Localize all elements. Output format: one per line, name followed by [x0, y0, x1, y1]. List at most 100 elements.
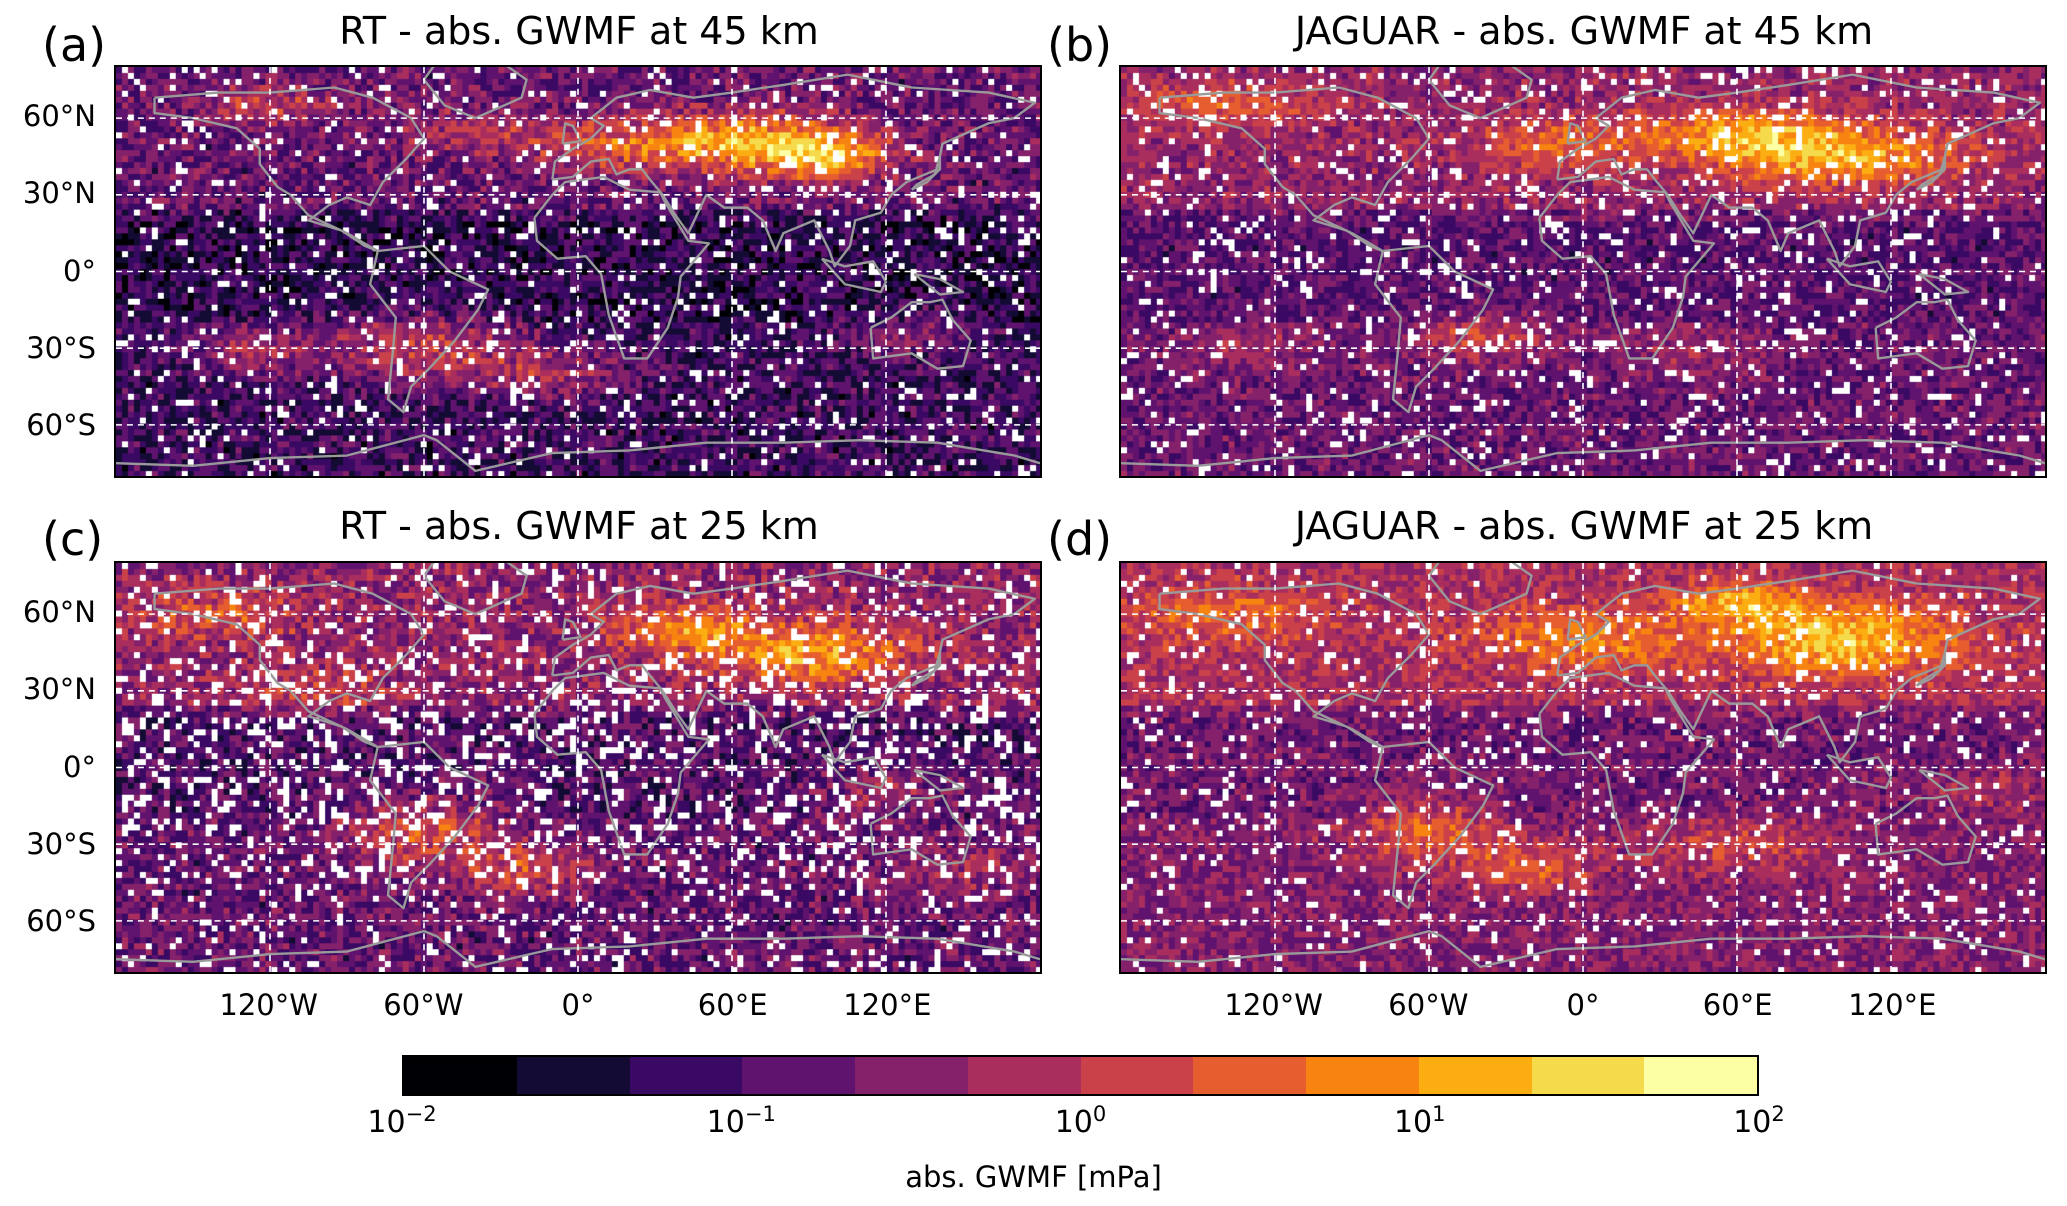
panel-d-letter: (d): [1047, 512, 1113, 566]
map-overlay: [116, 67, 1040, 476]
coastline-7: [1918, 272, 1970, 296]
y-tick-label: 60°S: [26, 408, 96, 443]
panel-d-map: [1119, 561, 2047, 974]
x-tick-label: 120°W: [219, 988, 318, 1022]
x-tick-label: 0°: [1566, 988, 1600, 1022]
panel-d-title: JAGUAR - abs. GWMF at 25 km: [1294, 504, 1874, 548]
coastline-3: [1556, 569, 2042, 764]
coastline-1: [422, 563, 528, 616]
colorbar-label: abs. GWMF [mPa]: [905, 1160, 1162, 1194]
coastline-5: [1874, 794, 1977, 866]
colorbar-tick-label: 100: [1054, 1102, 1107, 1140]
colorbar-cell-2: [629, 1057, 743, 1094]
coastline-2: [368, 740, 490, 910]
coastline-6: [1825, 753, 1893, 790]
y-tick-label: 30°N: [22, 672, 96, 707]
x-tick-label: 120°W: [1224, 988, 1323, 1022]
coastline-3: [1556, 73, 2042, 268]
coastline-1: [1427, 67, 1533, 120]
coastline-8: [1915, 651, 1947, 687]
coastline-0: [153, 582, 426, 749]
coastline-7: [913, 272, 965, 296]
y-tick-label: 30°N: [22, 176, 96, 211]
coastline-8: [910, 155, 942, 191]
coastline-2: [1373, 244, 1495, 414]
colorbar-cell-1: [516, 1057, 630, 1094]
colorbar-cell-5: [967, 1057, 1081, 1094]
map-overlay: [1121, 563, 2045, 972]
colorbar-tick-label: 101: [1393, 1102, 1446, 1140]
colorbar-cell-9: [1418, 1057, 1532, 1094]
coastline-8: [1915, 155, 1947, 191]
coastline-3: [551, 569, 1037, 764]
coastline-8: [910, 651, 942, 687]
panel-b-map: [1119, 65, 2047, 478]
coastline-4: [533, 671, 711, 856]
panel-a-letter: (a): [42, 18, 107, 72]
coastline-9: [1121, 929, 2045, 969]
coastline-5: [1874, 298, 1977, 370]
coastline-5: [869, 794, 972, 866]
colorbar-cell-4: [855, 1057, 968, 1094]
x-tick-label: 60°W: [383, 988, 464, 1022]
y-tick-label: 30°S: [26, 826, 96, 861]
colorbar-tick-label: 10−1: [706, 1102, 776, 1140]
coastline-9: [116, 433, 1040, 473]
y-tick-label: 0°: [63, 253, 96, 288]
x-tick-label: 120°E: [843, 988, 932, 1022]
x-tick-label: 60°E: [697, 988, 768, 1022]
y-tick-label: 0°: [63, 749, 96, 784]
colorbar-cell-0: [404, 1057, 517, 1094]
y-tick-label: 60°S: [26, 904, 96, 939]
coastline-5: [869, 298, 972, 370]
x-tick-label: 60°E: [1702, 988, 1773, 1022]
coastline-6: [820, 257, 888, 294]
coastline-7: [1918, 768, 1970, 792]
colorbar-tick-label: 102: [1733, 1102, 1785, 1140]
colorbar-tick-label: 10−2: [367, 1102, 437, 1140]
coastline-0: [1158, 86, 1431, 253]
panel-b-title: JAGUAR - abs. GWMF at 45 km: [1294, 9, 1874, 53]
coastline-6: [820, 753, 888, 790]
coastline-2: [1373, 740, 1495, 910]
coastline-10: [561, 122, 582, 145]
coastline-10: [1566, 618, 1587, 641]
panel-b-letter: (b): [1047, 18, 1113, 72]
colorbar-cell-6: [1080, 1057, 1194, 1094]
map-overlay: [116, 563, 1040, 972]
x-tick-label: 60°W: [1388, 988, 1469, 1022]
colorbar-cell-11: [1644, 1057, 1757, 1094]
x-tick-label: 0°: [561, 988, 595, 1022]
panel-c-letter: (c): [42, 512, 104, 566]
map-overlay: [1121, 67, 2045, 476]
coastline-1: [1427, 563, 1533, 616]
y-tick-label: 60°N: [22, 594, 96, 629]
coastline-10: [561, 618, 582, 641]
coastline-2: [368, 244, 490, 414]
coastline-9: [1121, 433, 2045, 473]
y-tick-label: 30°S: [26, 330, 96, 365]
colorbar: [402, 1055, 1759, 1096]
coastline-1: [422, 67, 528, 120]
coastline-6: [1825, 257, 1893, 294]
panel-c-map: [114, 561, 1042, 974]
coastline-4: [1538, 175, 1716, 360]
coastline-0: [153, 86, 426, 253]
panel-c-title: RT - abs. GWMF at 25 km: [339, 504, 819, 548]
panel-a-map: [114, 65, 1042, 478]
coastline-0: [1158, 582, 1431, 749]
colorbar-cell-7: [1193, 1057, 1306, 1094]
colorbar-cell-3: [742, 1057, 855, 1094]
coastline-9: [116, 929, 1040, 969]
y-tick-label: 60°N: [22, 98, 96, 133]
x-tick-label: 120°E: [1848, 988, 1937, 1022]
panel-a-title: RT - abs. GWMF at 45 km: [339, 9, 819, 53]
coastline-7: [913, 768, 965, 792]
coastline-4: [533, 175, 711, 360]
coastline-4: [1538, 671, 1716, 856]
colorbar-cell-10: [1531, 1057, 1645, 1094]
coastline-3: [551, 73, 1037, 268]
colorbar-cell-8: [1306, 1057, 1419, 1094]
coastline-10: [1566, 122, 1587, 145]
